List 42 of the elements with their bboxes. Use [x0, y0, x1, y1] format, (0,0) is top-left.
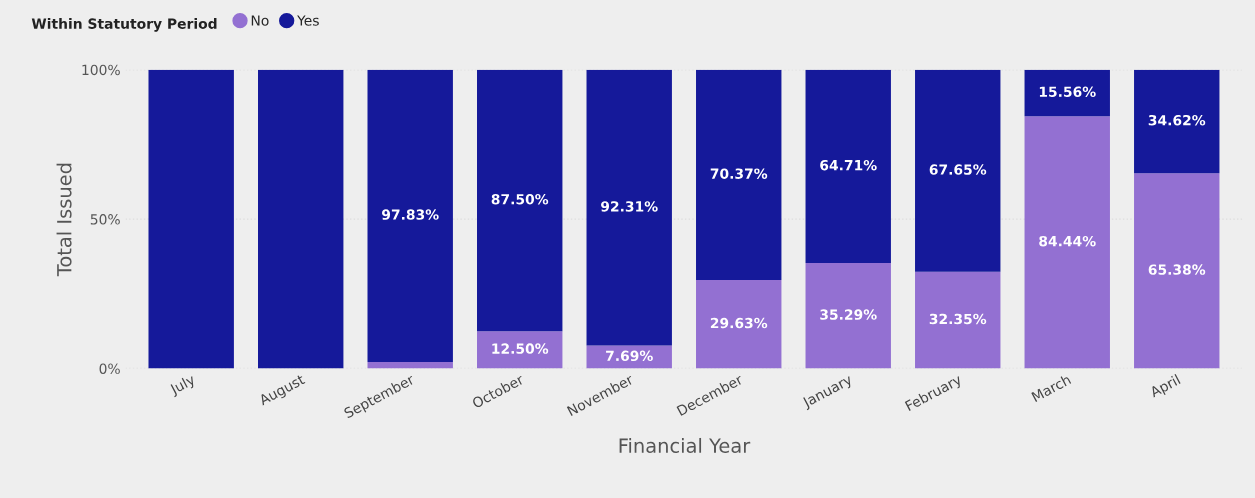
data-label: 12.50% [492, 343, 549, 354]
bar [805, 263, 891, 369]
data-label: 15.56% [1039, 86, 1096, 97]
bar [586, 69, 672, 346]
bar [1134, 173, 1220, 369]
y-tick-label: 100% [82, 64, 120, 76]
data-label: 65.38% [1148, 264, 1206, 275]
data-label: 70.37% [710, 168, 768, 179]
y-axis-title: Total Issued [56, 163, 72, 277]
bar [696, 279, 782, 369]
bar [477, 69, 563, 332]
data-label: 92.31% [601, 201, 658, 212]
legend-title: Within Statutory Period [31, 18, 217, 32]
bar [696, 69, 782, 280]
bar [148, 69, 234, 369]
data-label: 84.44% [1039, 235, 1096, 247]
data-label: 97.83% [382, 209, 439, 220]
bar [1024, 69, 1110, 117]
bar [477, 331, 563, 369]
bar [915, 69, 1001, 272]
legend-label: Yes [297, 15, 319, 26]
x-axis-title: Financial Year [619, 437, 751, 454]
data-label: 67.65% [929, 164, 987, 175]
y-tick-label: 0% [99, 363, 120, 374]
data-label: 87.50% [491, 193, 549, 205]
data-label: 34.62% [1148, 114, 1206, 126]
bar [915, 271, 1001, 369]
bar [805, 69, 891, 264]
data-label: 32.35% [929, 313, 987, 325]
x-tick-label: April [1148, 373, 1182, 401]
y-tick-label: 50% [90, 214, 120, 225]
data-label: 7.69% [606, 350, 653, 362]
data-label: 29.63% [710, 317, 768, 329]
data-label: 64.71% [820, 159, 877, 171]
bar [1134, 69, 1220, 174]
bar [367, 69, 453, 362]
bar [1024, 116, 1110, 369]
legend-label: No [251, 15, 269, 26]
x-tick-label: July [168, 373, 198, 398]
bar [258, 69, 344, 369]
bar [367, 361, 453, 369]
data-label: 35.29% [820, 309, 877, 320]
